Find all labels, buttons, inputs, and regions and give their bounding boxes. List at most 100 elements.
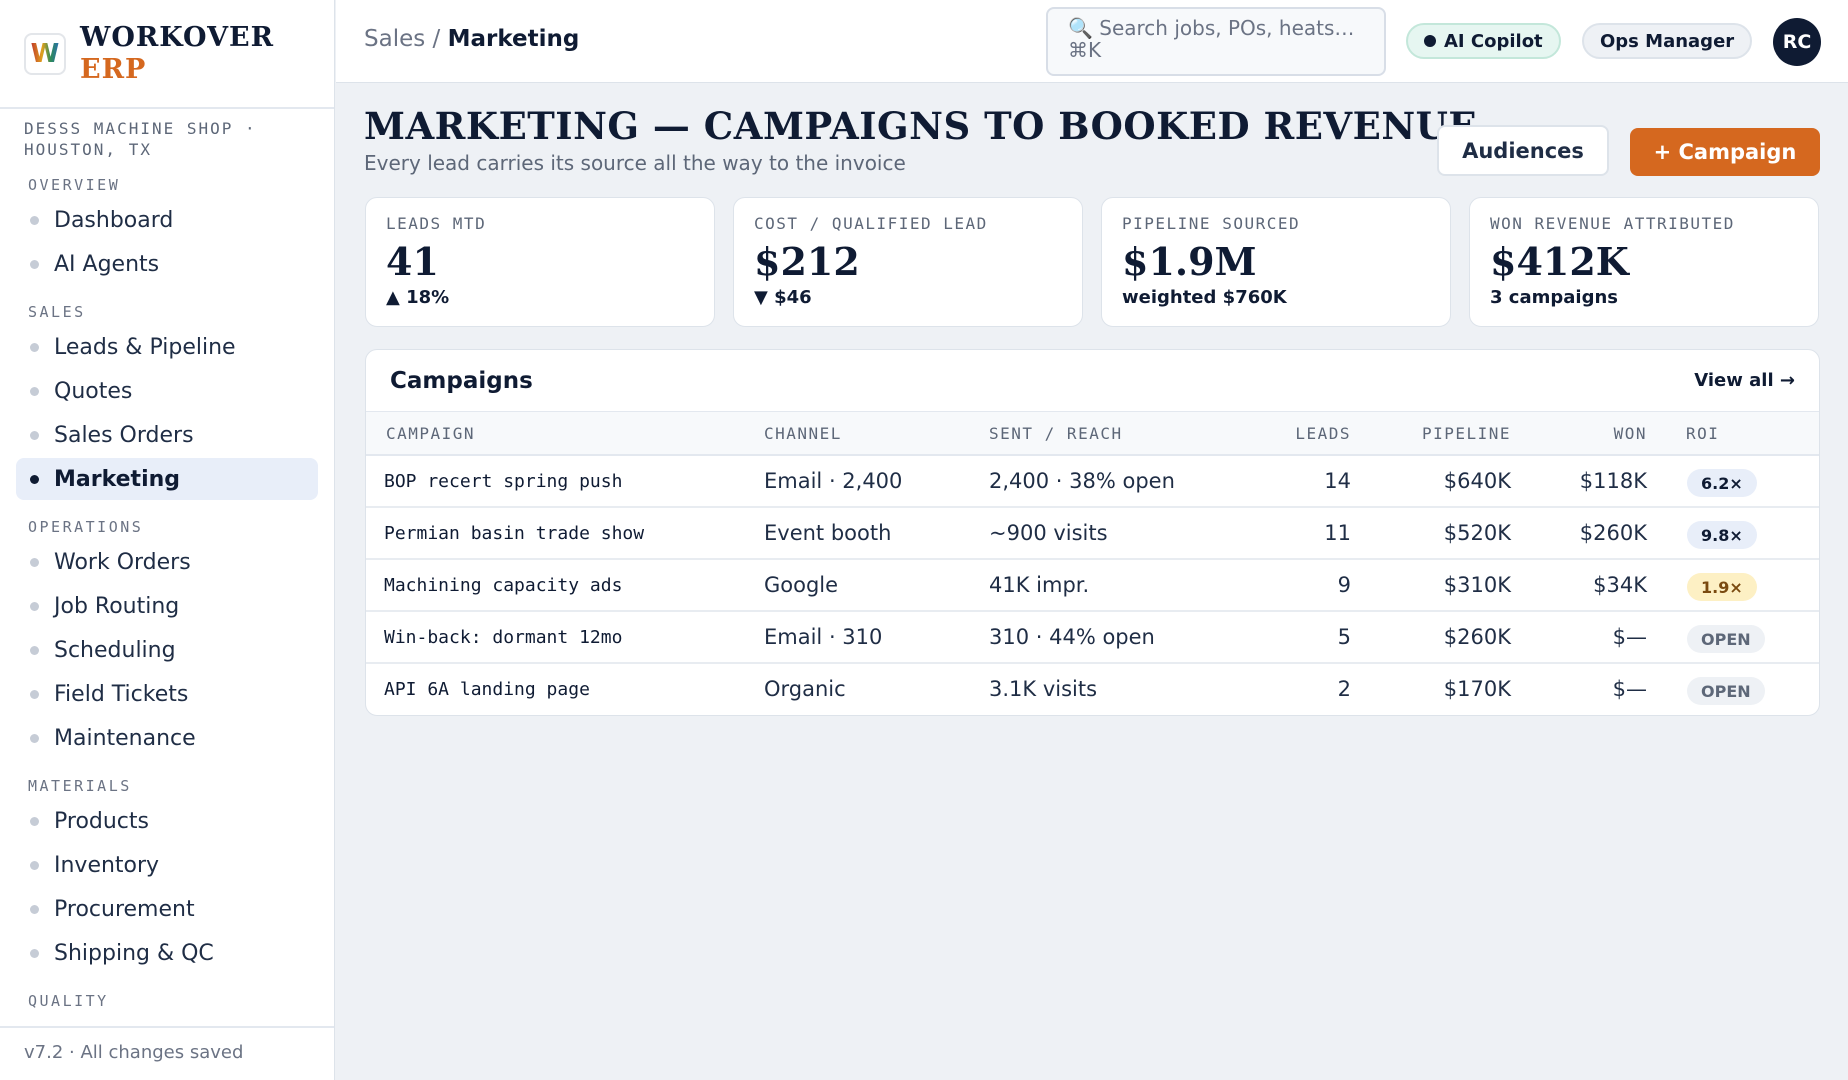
- sidebar-item-procurement[interactable]: Procurement: [16, 888, 318, 930]
- table-row[interactable]: Permian basin trade show Event booth ~900 …: [366, 508, 1819, 560]
- sidebar-item-maintenance[interactable]: Maintenance: [16, 717, 318, 759]
- nav-section-sales: SALES: [28, 303, 86, 321]
- cell-channel: Email · 310: [764, 625, 883, 649]
- bullet-icon: [30, 645, 39, 655]
- nav-section-overview: OVERVIEW: [28, 176, 121, 194]
- table-header: CAMPAIGN CHANNEL SENT / REACH LEADS PIPE…: [366, 412, 1819, 456]
- sidebar-item-field-tickets[interactable]: Field Tickets: [16, 673, 318, 715]
- avatar[interactable]: RC: [1773, 18, 1821, 66]
- sidebar-item-ai-agents[interactable]: AI Agents: [16, 243, 318, 285]
- sidebar-item-dashboard[interactable]: Dashboard: [16, 199, 318, 241]
- breadcrumb-current: Marketing: [447, 26, 580, 52]
- cell-campaign[interactable]: Machining capacity ads: [384, 575, 623, 596]
- roi-badge: 1.9×: [1687, 573, 1757, 601]
- kpi-label: PIPELINE SOURCED: [1122, 214, 1301, 233]
- table-row[interactable]: BOP recert spring push Email · 2,400 2,400…: [366, 456, 1819, 508]
- kpi-card-pipeline[interactable]: PIPELINE SOURCED $1.9M weighted $760K: [1101, 197, 1451, 327]
- bullet-icon: [30, 860, 39, 870]
- breadcrumb: Sales / Marketing: [364, 26, 579, 52]
- logo-icon: W: [24, 32, 66, 75]
- kpi-label: LEADS MTD: [386, 214, 487, 233]
- table-row[interactable]: Win-back: dormant 12mo Email · 310 310 · 4…: [366, 612, 1819, 664]
- nav-section-materials: MATERIALS: [28, 777, 132, 795]
- brand-name-line2: ERP: [80, 53, 147, 85]
- kpi-card-won-revenue[interactable]: WON REVENUE ATTRIBUTED $412K 3 campaigns: [1469, 197, 1819, 327]
- cell-pipeline: $640K: [1443, 469, 1511, 493]
- view-all-link[interactable]: View all →: [1694, 370, 1795, 391]
- cell-pipeline: $310K: [1443, 573, 1511, 597]
- cell-pipeline: $520K: [1443, 521, 1511, 545]
- campaigns-panel: Campaigns View all → CAMPAIGN CHANNEL SE…: [365, 349, 1820, 716]
- nav-section-operations: OPERATIONS: [28, 518, 144, 536]
- bullet-icon: [30, 733, 39, 743]
- page-title: MARKETING — CAMPAIGNS TO BOOKED REVENUE: [364, 104, 1478, 148]
- sidebar-item-label: Dashboard: [54, 207, 174, 233]
- sidebar-item-leads-pipeline[interactable]: Leads & Pipeline: [16, 326, 318, 368]
- table-body: BOP recert spring push Email · 2,400 2,400…: [366, 456, 1819, 715]
- sidebar-item-label: Quotes: [54, 378, 133, 404]
- kpi-delta: ▲ 18%: [386, 287, 450, 308]
- brand-name-line1: WORKOVER: [80, 21, 275, 53]
- sidebar-item-label: Marketing: [54, 466, 181, 492]
- role-switcher[interactable]: Ops Manager: [1582, 23, 1753, 59]
- sidebar-item-label: Products: [54, 808, 149, 834]
- kpi-card-leads[interactable]: LEADS MTD 41 ▲ 18%: [365, 197, 715, 327]
- cell-won: $34K: [1593, 573, 1647, 597]
- column-header-won[interactable]: WON: [1613, 424, 1647, 443]
- sidebar-item-shipping-qc[interactable]: Shipping & QC: [16, 932, 318, 974]
- sidebar-nav: OVERVIEW Dashboard AI Agents SALES Leads & P…: [0, 174, 334, 1012]
- table-row[interactable]: API 6A landing page Organic 3.1K visits 2 $1…: [366, 664, 1819, 715]
- sidebar-item-scheduling[interactable]: Scheduling: [16, 629, 318, 671]
- cell-reach: 41K impr.: [989, 573, 1090, 597]
- breadcrumb-parent[interactable]: Sales: [364, 26, 426, 52]
- cell-leads: 2: [1337, 677, 1351, 701]
- cell-campaign[interactable]: API 6A landing page: [384, 679, 590, 700]
- bullet-icon: [30, 474, 39, 484]
- sidebar-item-quotes[interactable]: Quotes: [16, 370, 318, 412]
- cell-won: $—: [1612, 625, 1647, 649]
- ai-copilot-button[interactable]: AI Copilot: [1406, 23, 1561, 59]
- search-input[interactable]: 🔍 Search jobs, POs, heats… ⌘K: [1046, 7, 1386, 76]
- table-row[interactable]: Machining capacity ads Google 41K impr. 9 $3…: [366, 560, 1819, 612]
- cell-campaign[interactable]: Permian basin trade show: [384, 523, 645, 544]
- breadcrumb-separator: /: [425, 26, 448, 52]
- sidebar-item-label: Sales Orders: [54, 422, 194, 448]
- roi-badge: OPEN: [1687, 625, 1765, 653]
- sidebar-item-label: Shipping & QC: [54, 940, 214, 966]
- kpi-value: $1.9M: [1122, 239, 1257, 284]
- sidebar-item-label: Maintenance: [54, 725, 196, 751]
- cell-won: $—: [1612, 677, 1647, 701]
- cell-channel: Organic: [764, 677, 846, 701]
- kpi-card-cost-per-lead[interactable]: COST / QUALIFIED LEAD $212 ▼ $46: [733, 197, 1083, 327]
- cell-reach: 310 · 44% open: [989, 625, 1155, 649]
- sidebar-item-label: Procurement: [54, 896, 195, 922]
- nav-section-quality: QUALITY: [28, 992, 109, 1010]
- cell-reach: 2,400 · 38% open: [989, 469, 1175, 493]
- kpi-label: COST / QUALIFIED LEAD: [754, 214, 988, 233]
- kpi-value: 41: [386, 239, 439, 284]
- cell-reach: 3.1K visits: [989, 677, 1098, 701]
- column-header-leads[interactable]: LEADS: [1295, 424, 1351, 443]
- cell-channel: Google: [764, 573, 839, 597]
- sidebar-item-marketing[interactable]: Marketing: [16, 458, 318, 500]
- sidebar-item-job-routing[interactable]: Job Routing: [16, 585, 318, 627]
- sidebar-item-label: Leads & Pipeline: [54, 334, 236, 360]
- add-campaign-button[interactable]: + Campaign: [1630, 128, 1820, 176]
- column-header-channel[interactable]: CHANNEL: [764, 424, 842, 443]
- sidebar-item-label: Scheduling: [54, 637, 176, 663]
- column-header-reach[interactable]: SENT / REACH: [989, 424, 1123, 443]
- sidebar-item-products[interactable]: Products: [16, 800, 318, 842]
- audiences-button[interactable]: Audiences: [1437, 125, 1609, 176]
- column-header-pipeline[interactable]: PIPELINE: [1421, 424, 1511, 443]
- sidebar-item-inventory[interactable]: Inventory: [16, 844, 318, 886]
- cell-campaign[interactable]: BOP recert spring push: [384, 471, 623, 492]
- column-header-roi[interactable]: ROI: [1686, 424, 1720, 443]
- brand-header[interactable]: W WORKOVER ERP: [0, 0, 334, 109]
- column-header-campaign[interactable]: CAMPAIGN: [386, 424, 476, 443]
- sidebar-item-work-orders[interactable]: Work Orders: [16, 541, 318, 583]
- cell-leads: 5: [1337, 625, 1351, 649]
- cell-channel: Event booth: [764, 521, 892, 545]
- status-dot-icon: [1424, 35, 1436, 47]
- sidebar-item-sales-orders[interactable]: Sales Orders: [16, 414, 318, 456]
- cell-campaign[interactable]: Win-back: dormant 12mo: [384, 627, 623, 648]
